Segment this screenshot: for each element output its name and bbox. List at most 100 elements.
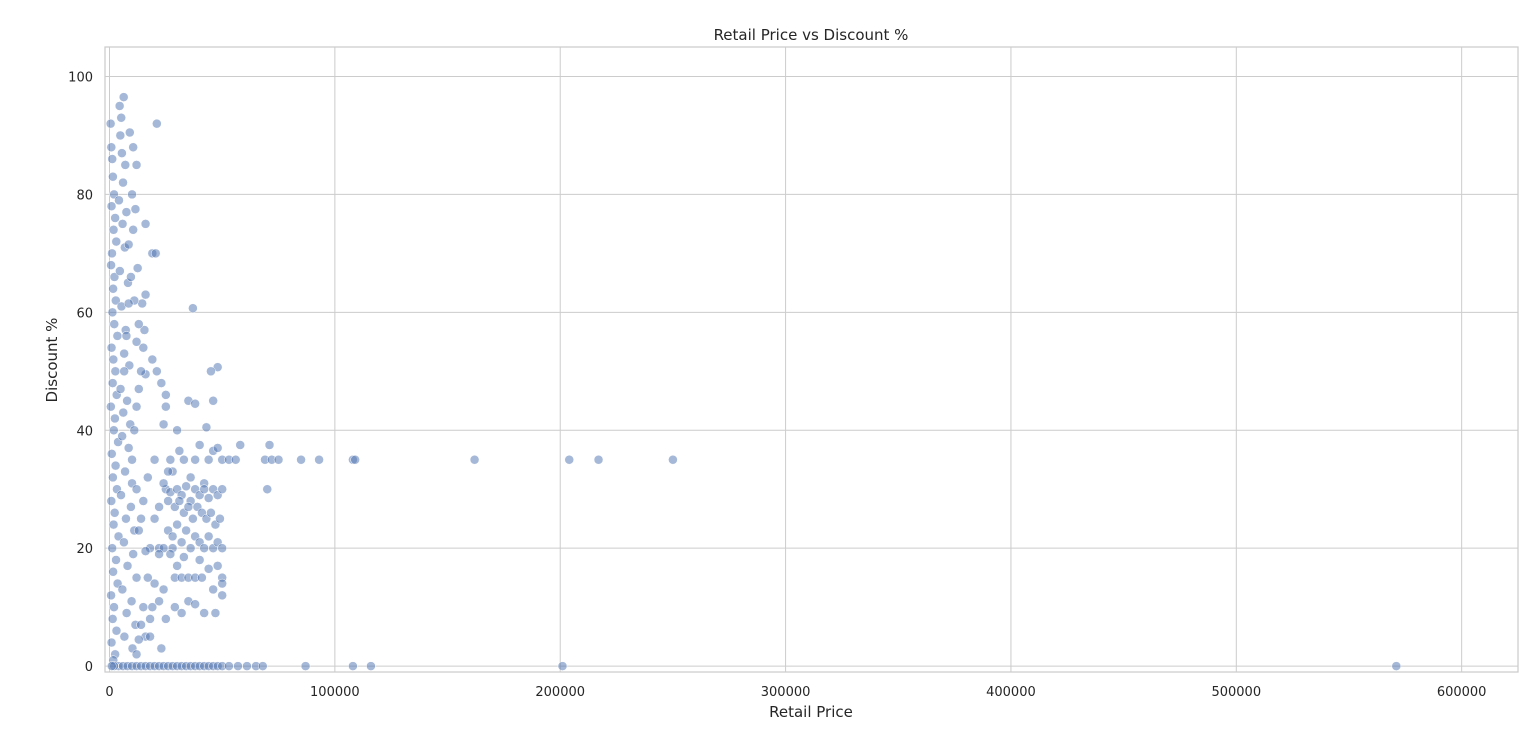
data-point <box>131 572 142 583</box>
data-point <box>134 384 144 394</box>
data-point <box>188 303 198 313</box>
data-point <box>300 661 311 671</box>
data-point <box>230 454 241 465</box>
data-point <box>134 525 144 536</box>
scatter-points <box>105 92 1402 671</box>
data-point <box>158 478 169 489</box>
data-point <box>217 543 227 553</box>
data-point <box>131 649 142 660</box>
data-point <box>109 508 120 518</box>
data-point <box>106 496 117 506</box>
data-point <box>115 266 125 276</box>
data-point <box>108 519 119 530</box>
data-point <box>119 348 129 359</box>
data-point <box>181 481 191 492</box>
data-point <box>185 543 196 553</box>
data-point <box>668 454 678 465</box>
data-point <box>206 366 216 377</box>
data-point <box>143 472 153 483</box>
data-point <box>215 513 225 524</box>
data-point <box>123 239 134 250</box>
data-point <box>190 454 200 465</box>
data-point <box>143 572 153 583</box>
data-point <box>179 454 189 465</box>
data-point <box>106 590 116 601</box>
data-point <box>107 154 117 164</box>
data-point <box>366 661 376 671</box>
x-tick-label: 200000 <box>535 685 585 700</box>
data-point <box>212 561 223 571</box>
data-point <box>115 130 126 141</box>
data-point <box>158 584 169 595</box>
data-point <box>106 342 117 353</box>
data-point <box>348 661 358 671</box>
x-tick-label: 300000 <box>761 685 811 700</box>
y-tick-label: 80 <box>76 188 93 203</box>
data-point <box>108 283 118 294</box>
data-point <box>174 496 185 506</box>
data-point <box>145 614 155 624</box>
data-point <box>106 401 116 412</box>
data-point <box>188 513 198 524</box>
data-point <box>117 219 128 229</box>
data-point <box>167 531 178 542</box>
x-axis-label: Retail Price <box>769 703 853 721</box>
data-point <box>149 513 160 524</box>
data-point <box>145 631 155 642</box>
data-point <box>185 472 196 483</box>
data-point <box>118 92 129 102</box>
data-point <box>112 331 123 341</box>
data-point <box>127 454 137 465</box>
data-point <box>158 419 169 430</box>
data-point <box>165 454 176 465</box>
data-point <box>140 546 151 556</box>
data-point <box>108 472 118 483</box>
data-point <box>119 631 130 642</box>
data-point <box>350 454 360 465</box>
y-tick-label: 20 <box>76 542 93 557</box>
data-point <box>107 543 117 553</box>
data-point <box>110 460 121 471</box>
data-point <box>122 561 133 571</box>
data-point <box>110 413 120 424</box>
data-point <box>111 236 122 247</box>
data-point <box>152 366 162 377</box>
data-point <box>109 425 119 436</box>
data-point <box>139 325 150 335</box>
data-point <box>116 490 126 500</box>
data-point <box>136 620 146 630</box>
data-point <box>163 496 173 506</box>
data-point <box>170 602 180 612</box>
data-point <box>208 396 218 406</box>
data-point <box>127 189 137 200</box>
data-point <box>203 493 214 503</box>
data-point <box>154 596 164 606</box>
data-point <box>235 440 245 450</box>
data-point <box>118 177 128 188</box>
data-point <box>108 354 119 365</box>
data-point <box>212 443 223 453</box>
data-point <box>161 390 171 400</box>
data-point <box>106 142 117 152</box>
data-point <box>210 608 221 618</box>
data-point <box>203 454 214 465</box>
data-point <box>107 449 117 459</box>
data-point <box>217 578 227 589</box>
data-point <box>130 204 141 214</box>
data-point <box>156 378 167 388</box>
data-point <box>111 295 121 306</box>
data-point <box>114 101 125 111</box>
data-point <box>149 578 160 589</box>
data-point <box>131 337 142 347</box>
data-point <box>107 614 118 624</box>
data-point <box>109 602 119 612</box>
data-point <box>122 396 132 406</box>
y-tick-label: 100 <box>68 70 93 85</box>
data-point <box>174 446 185 456</box>
data-point <box>564 454 574 465</box>
data-point <box>201 422 212 433</box>
data-point <box>126 502 136 512</box>
data-point <box>176 537 187 548</box>
x-tick-label: 100000 <box>310 685 360 700</box>
data-point <box>106 260 116 270</box>
